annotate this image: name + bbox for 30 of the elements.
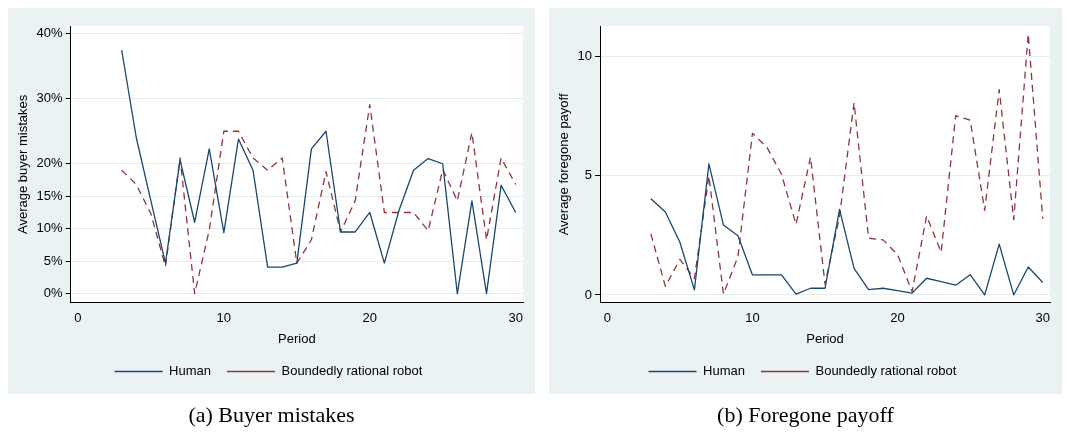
- y-tick-label: 5%: [43, 252, 64, 268]
- y-tick-label: 5: [584, 167, 593, 183]
- y-axis-title: Average buyer mistakes: [15, 94, 31, 235]
- line-series: [650, 33, 1044, 295]
- y-tick-label: 0%: [43, 285, 64, 301]
- y-tick-label: 30%: [36, 90, 64, 106]
- x-axis-title: Period: [278, 330, 316, 346]
- x-tick-label: 10: [745, 310, 760, 326]
- x-tick-label: 20: [890, 310, 905, 326]
- x-tick-label: 30: [508, 310, 523, 326]
- line-series: [121, 103, 517, 295]
- legend-label: Boundedly rational robot: [815, 363, 957, 379]
- legend-label: Human: [703, 363, 745, 379]
- y-tick-label: 15%: [36, 187, 64, 203]
- legend-label: Human: [169, 363, 211, 379]
- y-tick-label: 40%: [36, 25, 64, 41]
- x-tick-label: 0: [74, 310, 82, 326]
- text: (a) Buyer mistakes: [188, 402, 355, 428]
- y-tick-label: 0: [584, 286, 593, 302]
- x-tick-label: 0: [603, 310, 611, 326]
- y-axis-title: Average foregone payoff: [556, 93, 572, 236]
- x-tick-label: 20: [362, 310, 378, 326]
- text: (b) Foregone payoff: [717, 402, 894, 428]
- legend-label: Boundedly rational robot: [281, 363, 423, 379]
- x-tick-label: 10: [216, 310, 232, 326]
- x-axis-title: Period: [806, 330, 844, 346]
- x-tick-label: 30: [1035, 310, 1050, 326]
- y-tick-label: 10: [577, 48, 593, 64]
- y-tick-label: 10%: [36, 220, 64, 236]
- y-tick-label: 20%: [36, 155, 64, 171]
